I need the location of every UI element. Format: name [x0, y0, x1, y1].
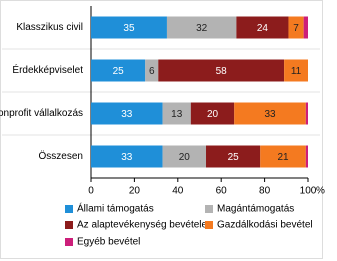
legend-swatch — [65, 221, 73, 229]
frame — [0, 0, 323, 259]
bar-segment — [303, 16, 308, 39]
data-label: 33 — [264, 109, 276, 120]
bar-segment — [206, 145, 261, 168]
data-label: 25 — [113, 66, 125, 77]
data-label: 20 — [207, 109, 219, 120]
bar-segment — [260, 145, 306, 168]
bar-segment — [145, 59, 159, 82]
legend-label: Állami támogatás — [77, 202, 154, 215]
legend-swatch — [205, 221, 213, 229]
bar-segment — [305, 145, 308, 168]
data-label: 7 — [293, 23, 299, 34]
data-label: 11 — [291, 66, 302, 77]
data-label: 33 — [121, 152, 133, 163]
category-label: Nonprofit vállalkozás — [0, 108, 83, 119]
legend-swatch — [205, 205, 213, 213]
data-label: 32 — [196, 23, 208, 34]
bar-segment — [162, 145, 207, 168]
legend-label: Egyéb bevétel — [77, 237, 140, 248]
bar-segment — [162, 102, 191, 125]
bar-segment — [284, 59, 308, 82]
x-tick-label: 100 — [300, 186, 317, 197]
data-label: 21 — [277, 152, 289, 163]
data-label: 58 — [216, 66, 228, 77]
x-unit: % — [316, 186, 325, 197]
bar-segment — [91, 59, 146, 82]
legend-label: Az alaptevékenység bevétele — [77, 220, 208, 231]
bar-segment — [166, 16, 237, 39]
legend-label: Gazdálkodási bevétel — [217, 220, 313, 231]
bar-segment — [190, 102, 235, 125]
legend-swatch — [65, 238, 73, 246]
bar-segment — [91, 145, 163, 168]
legend-label: Magántámogatás — [217, 204, 294, 215]
category-label: Érdekképviselet — [12, 63, 83, 76]
bar-segment — [158, 59, 285, 82]
bar-segment — [91, 16, 167, 39]
category-label: Klasszikus civil — [16, 22, 83, 33]
bar-segment — [234, 102, 306, 125]
data-label: 13 — [171, 109, 183, 120]
x-tick-label: 20 — [129, 186, 141, 197]
data-label: 25 — [228, 152, 240, 163]
data-label: 6 — [149, 66, 155, 77]
bar-segment — [305, 102, 308, 125]
x-tick-label: 80 — [259, 186, 271, 197]
legend-swatch — [65, 205, 73, 213]
bar-segment — [91, 102, 163, 125]
category-label: Összesen — [39, 150, 83, 162]
x-tick-label: 0 — [88, 186, 94, 197]
data-label: 33 — [121, 109, 133, 120]
bar-segment — [236, 16, 289, 39]
data-label: 20 — [179, 152, 191, 163]
bar-segment — [288, 16, 304, 39]
x-tick-label: 40 — [172, 186, 184, 197]
data-label: 24 — [257, 23, 269, 34]
x-tick-label: 60 — [216, 186, 228, 197]
data-label: 35 — [123, 23, 135, 34]
